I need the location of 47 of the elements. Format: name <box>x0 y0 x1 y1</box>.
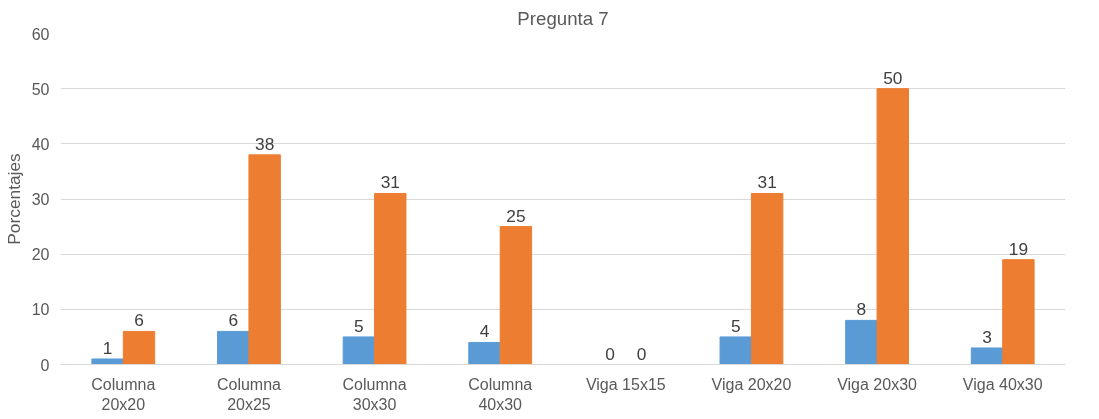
y-tick-label: 30 <box>31 191 50 208</box>
bar <box>970 347 1004 365</box>
data-label: 4 <box>479 321 490 342</box>
data-label: 5 <box>730 315 741 336</box>
bar <box>750 192 784 365</box>
bar <box>248 154 281 365</box>
y-tick-label: 0 <box>40 356 50 374</box>
y-tick-label: 20 <box>31 246 50 264</box>
bar <box>91 358 124 365</box>
bar <box>374 192 407 365</box>
data-label: 31 <box>380 172 400 193</box>
data-label: 8 <box>856 299 867 320</box>
x-tick-label: Columna 20x20 <box>91 375 156 413</box>
y-axis-title: Porcentajes <box>3 152 24 245</box>
x-tick-label: Viga 15x15 <box>585 375 666 393</box>
x-tick-label: Columna 40x30 <box>468 375 533 413</box>
bar <box>719 336 752 365</box>
data-label: 3 <box>982 326 992 347</box>
data-label: 6 <box>134 310 144 331</box>
bar <box>499 226 533 365</box>
bar <box>468 341 501 365</box>
data-label: 0 <box>605 343 615 364</box>
x-tick-label: Viga 20x20 <box>711 375 792 393</box>
x-tick-label: Columna 20x25 <box>216 375 282 413</box>
bar <box>342 336 376 365</box>
y-tick-label: 10 <box>31 301 50 319</box>
data-label: 1 <box>102 337 113 358</box>
bar <box>876 88 909 365</box>
chart-title: Pregunta 7 <box>517 7 609 29</box>
y-tick-label: 50 <box>31 80 50 98</box>
bar <box>122 330 156 365</box>
y-tick-label: 40 <box>31 135 50 153</box>
y-tick-label: 60 <box>31 25 50 43</box>
data-label: 19 <box>1008 238 1029 259</box>
data-label: 5 <box>354 315 364 336</box>
data-label: 0 <box>636 343 647 364</box>
bar <box>1002 259 1035 365</box>
bar <box>217 330 250 365</box>
data-label: 25 <box>506 205 526 226</box>
data-label: 6 <box>228 310 239 331</box>
data-label: 38 <box>255 133 275 154</box>
bar <box>845 319 878 365</box>
x-tick-label: Viga 20x30 <box>837 375 918 393</box>
data-label: 31 <box>757 172 777 193</box>
data-label: 50 <box>883 67 903 88</box>
x-tick-label: Columna 30x30 <box>342 375 407 413</box>
x-tick-label: Viga 40x30 <box>962 375 1043 393</box>
